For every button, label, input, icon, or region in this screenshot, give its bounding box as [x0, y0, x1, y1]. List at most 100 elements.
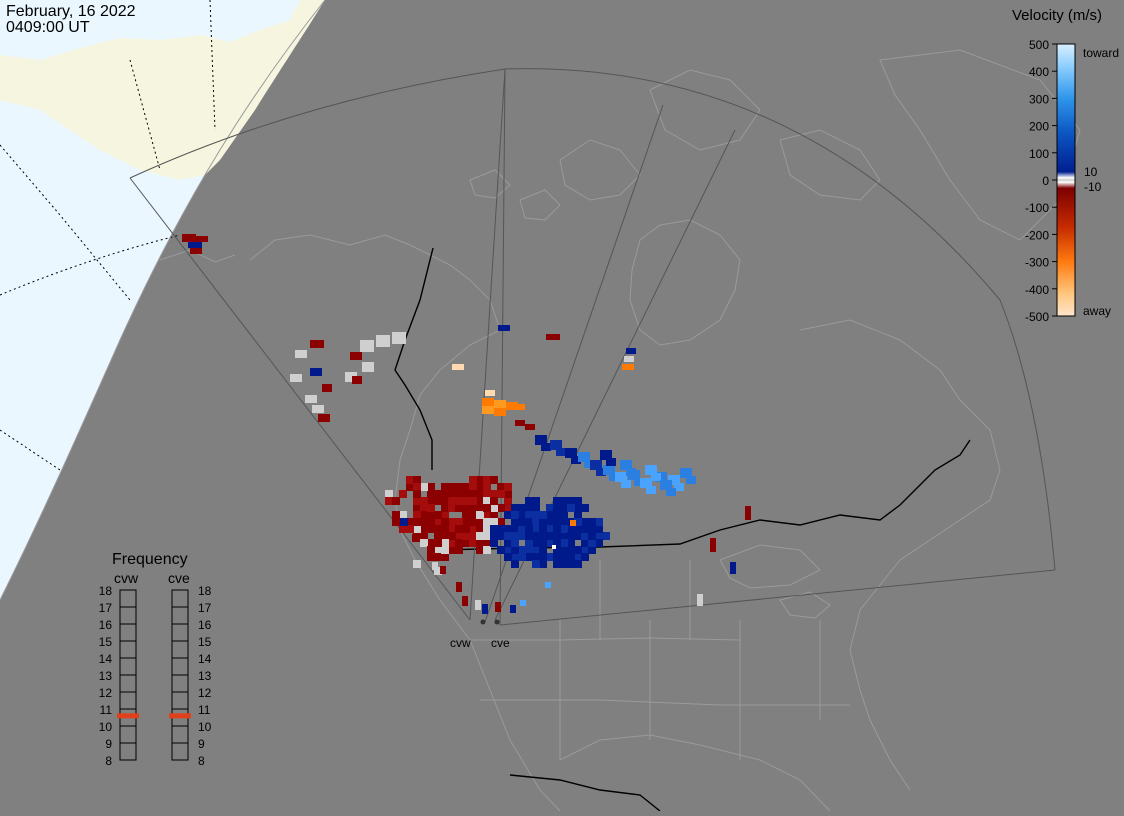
velocity-cell — [525, 504, 533, 512]
colorbar-ticks: 500 400 300 200 100 0 -100 -200 -300 -400 -500 — [1025, 38, 1057, 324]
velocity-cell — [525, 511, 533, 519]
frequency-scale-label: 15 — [99, 635, 113, 649]
velocity-cell — [511, 546, 519, 554]
velocity-cell — [434, 546, 442, 554]
velocity-cell — [532, 532, 540, 540]
velocity-cell — [441, 525, 449, 533]
frequency-scale-label: 16 — [198, 618, 212, 632]
velocity-cell — [469, 525, 477, 533]
coastlines — [159, 49, 1081, 812]
velocity-cell — [578, 452, 590, 462]
velocity-cell — [427, 511, 435, 519]
velocity-cell — [462, 525, 470, 533]
velocity-cell — [455, 546, 463, 554]
velocity-cell — [603, 465, 615, 475]
velocity-cell — [476, 483, 484, 491]
velocity-cell — [482, 604, 488, 614]
velocity-cell — [668, 475, 680, 485]
velocity-cell — [497, 546, 505, 554]
colorbar-tick-label: 300 — [1029, 92, 1049, 106]
velocity-cell — [483, 476, 491, 484]
velocity-cell — [621, 480, 631, 488]
velocity-cell — [504, 497, 512, 505]
velocity-cell — [553, 525, 561, 533]
frequency-scale-label: 16 — [99, 618, 113, 632]
velocity-cell — [434, 497, 442, 505]
velocity-cell — [571, 456, 581, 464]
velocity-cell — [441, 504, 449, 512]
velocity-cell — [504, 511, 512, 519]
velocity-cell — [434, 567, 442, 575]
colorbar-tick-label: -400 — [1025, 283, 1049, 297]
velocity-cell — [525, 553, 533, 561]
velocity-cell — [434, 539, 442, 547]
velocity-cell — [434, 490, 442, 498]
velocity-cell — [412, 534, 420, 542]
frequency-title: Frequency — [112, 551, 188, 568]
velocity-cell — [312, 405, 324, 413]
velocity-cell — [182, 234, 196, 242]
radar-label-cve: cve — [491, 636, 510, 650]
velocity-cell — [427, 483, 435, 491]
radar-label-cvw: cvw — [450, 636, 471, 650]
velocity-cell — [574, 560, 582, 568]
velocity-cell — [406, 483, 414, 491]
velocity-cell — [490, 525, 498, 533]
velocity-cell — [448, 525, 456, 533]
velocity-cell — [560, 518, 568, 526]
frequency-scale-label: 8 — [198, 754, 205, 768]
velocity-cell — [497, 490, 505, 498]
velocity-cell — [560, 497, 568, 505]
velocity-cell — [525, 525, 533, 533]
velocity-cell — [413, 560, 421, 568]
velocity-cell — [362, 362, 374, 372]
velocity-cell — [645, 465, 657, 475]
velocity-cell — [420, 539, 428, 547]
velocity-cell — [441, 546, 449, 554]
velocity-cell — [462, 518, 470, 526]
velocity-cell — [574, 497, 582, 505]
velocity-cell — [546, 532, 554, 540]
velocity-cell — [413, 518, 421, 526]
velocity-cell — [553, 560, 561, 568]
velocity-cell — [476, 504, 484, 512]
velocity-cell — [590, 460, 602, 470]
velocity-cell — [550, 440, 562, 450]
velocity-cell — [399, 525, 407, 533]
velocity-cell — [581, 504, 589, 512]
velocity-cell — [518, 546, 526, 554]
frequency-scale-label: 18 — [198, 584, 212, 598]
velocity-cell — [455, 490, 463, 498]
velocity-cell — [574, 553, 582, 561]
velocity-cell — [475, 600, 481, 610]
velocity-cell — [190, 248, 202, 254]
velocity-cell — [483, 518, 491, 526]
velocity-cell — [376, 335, 390, 347]
velocity-cell — [552, 545, 556, 549]
colorbar-title: Velocity (m/s) — [1012, 7, 1102, 24]
velocity-cell — [546, 504, 554, 512]
velocity-cell — [476, 539, 484, 547]
velocity-cell — [406, 525, 414, 533]
velocity-cell — [615, 472, 627, 482]
velocity-cell — [427, 546, 435, 554]
velocity-cell — [532, 497, 540, 505]
velocity-cell — [680, 468, 692, 478]
velocity-cell — [581, 539, 589, 547]
frequency-marker-right — [169, 713, 191, 719]
velocity-cell — [567, 553, 575, 561]
velocity-cell — [476, 497, 484, 505]
radar-site-cvw — [480, 619, 486, 625]
velocity-cell — [469, 518, 477, 526]
frequency-gauges: 18 18 17 17 16 16 15 15 14 14 13 13 12 12 11 11 10 10 9 9 8 8 — [99, 584, 212, 768]
velocity-cell — [546, 525, 554, 533]
velocity-cell — [553, 518, 561, 526]
velocity-cell — [400, 518, 408, 526]
velocity-cell — [553, 553, 561, 561]
velocity-cell — [504, 553, 512, 561]
velocity-cell — [494, 408, 506, 416]
velocity-cell — [535, 435, 547, 445]
velocity-cell — [420, 504, 428, 512]
velocity-cell — [469, 483, 477, 491]
velocity-cell — [574, 525, 582, 533]
